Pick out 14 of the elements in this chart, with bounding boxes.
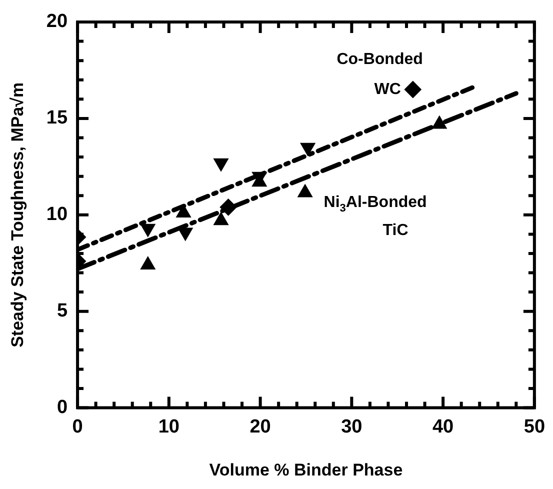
y-tick-label: 10	[46, 204, 68, 226]
x-tick-label: 0	[72, 416, 83, 438]
x-tick-label: 40	[432, 416, 454, 438]
x-tick-label: 30	[341, 416, 362, 438]
x-axis-title: Volume % Binder Phase	[209, 460, 403, 480]
y-tick-label: 15	[46, 108, 68, 129]
x-tick-label: 10	[158, 416, 180, 438]
y-tick-label: 5	[56, 300, 68, 322]
x-tick-label: 50	[524, 416, 546, 438]
annotation: Co-Bonded WC	[336, 50, 423, 98]
y-tick-label: 0	[56, 397, 68, 418]
x-tick-label: 20	[250, 416, 271, 438]
y-axis-title: Steady State Toughness, MPa√m	[8, 82, 27, 348]
y-tick-label: 20	[46, 11, 68, 32]
